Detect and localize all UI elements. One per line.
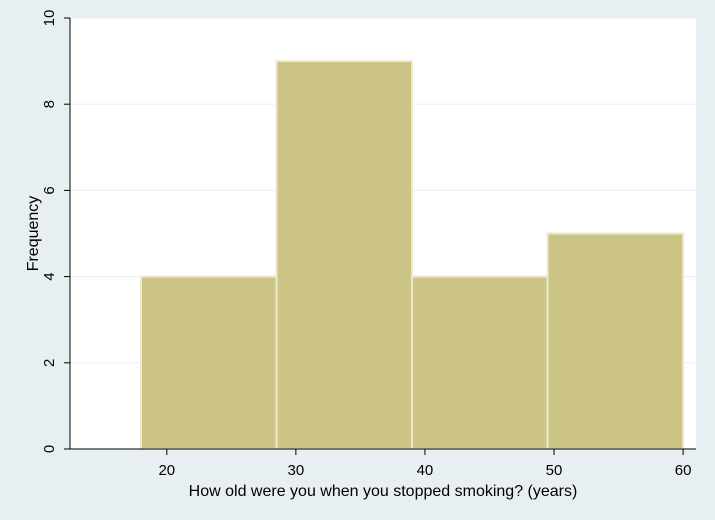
y-tick-label: 6	[41, 186, 58, 194]
axes: 20 30 40 50 60 0 2 4 6 8 10	[41, 10, 696, 479]
bars	[139, 60, 685, 450]
x-tick-label: 60	[675, 462, 692, 479]
histogram-bar	[546, 232, 685, 450]
histogram-bar	[411, 275, 549, 450]
x-tick-label: 20	[158, 462, 175, 479]
y-tick-label: 10	[41, 10, 58, 27]
y-tick-label: 8	[41, 100, 58, 108]
histogram-bar	[275, 60, 414, 450]
x-tick-label: 50	[546, 462, 563, 479]
y-tick-label: 4	[41, 272, 58, 280]
y-tick-label: 0	[41, 445, 58, 453]
y-tick-label: 2	[41, 359, 58, 367]
histogram-bar	[139, 275, 278, 450]
y-axis-title: Frequency	[25, 196, 42, 272]
x-tick-label: 40	[417, 462, 434, 479]
x-tick-label: 30	[288, 462, 305, 479]
x-axis-title: How old were you when you stopped smokin…	[189, 483, 578, 500]
